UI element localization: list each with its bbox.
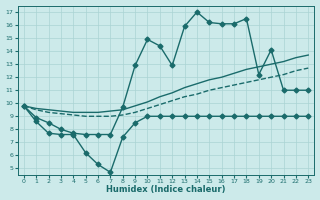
X-axis label: Humidex (Indice chaleur): Humidex (Indice chaleur) bbox=[106, 185, 226, 194]
